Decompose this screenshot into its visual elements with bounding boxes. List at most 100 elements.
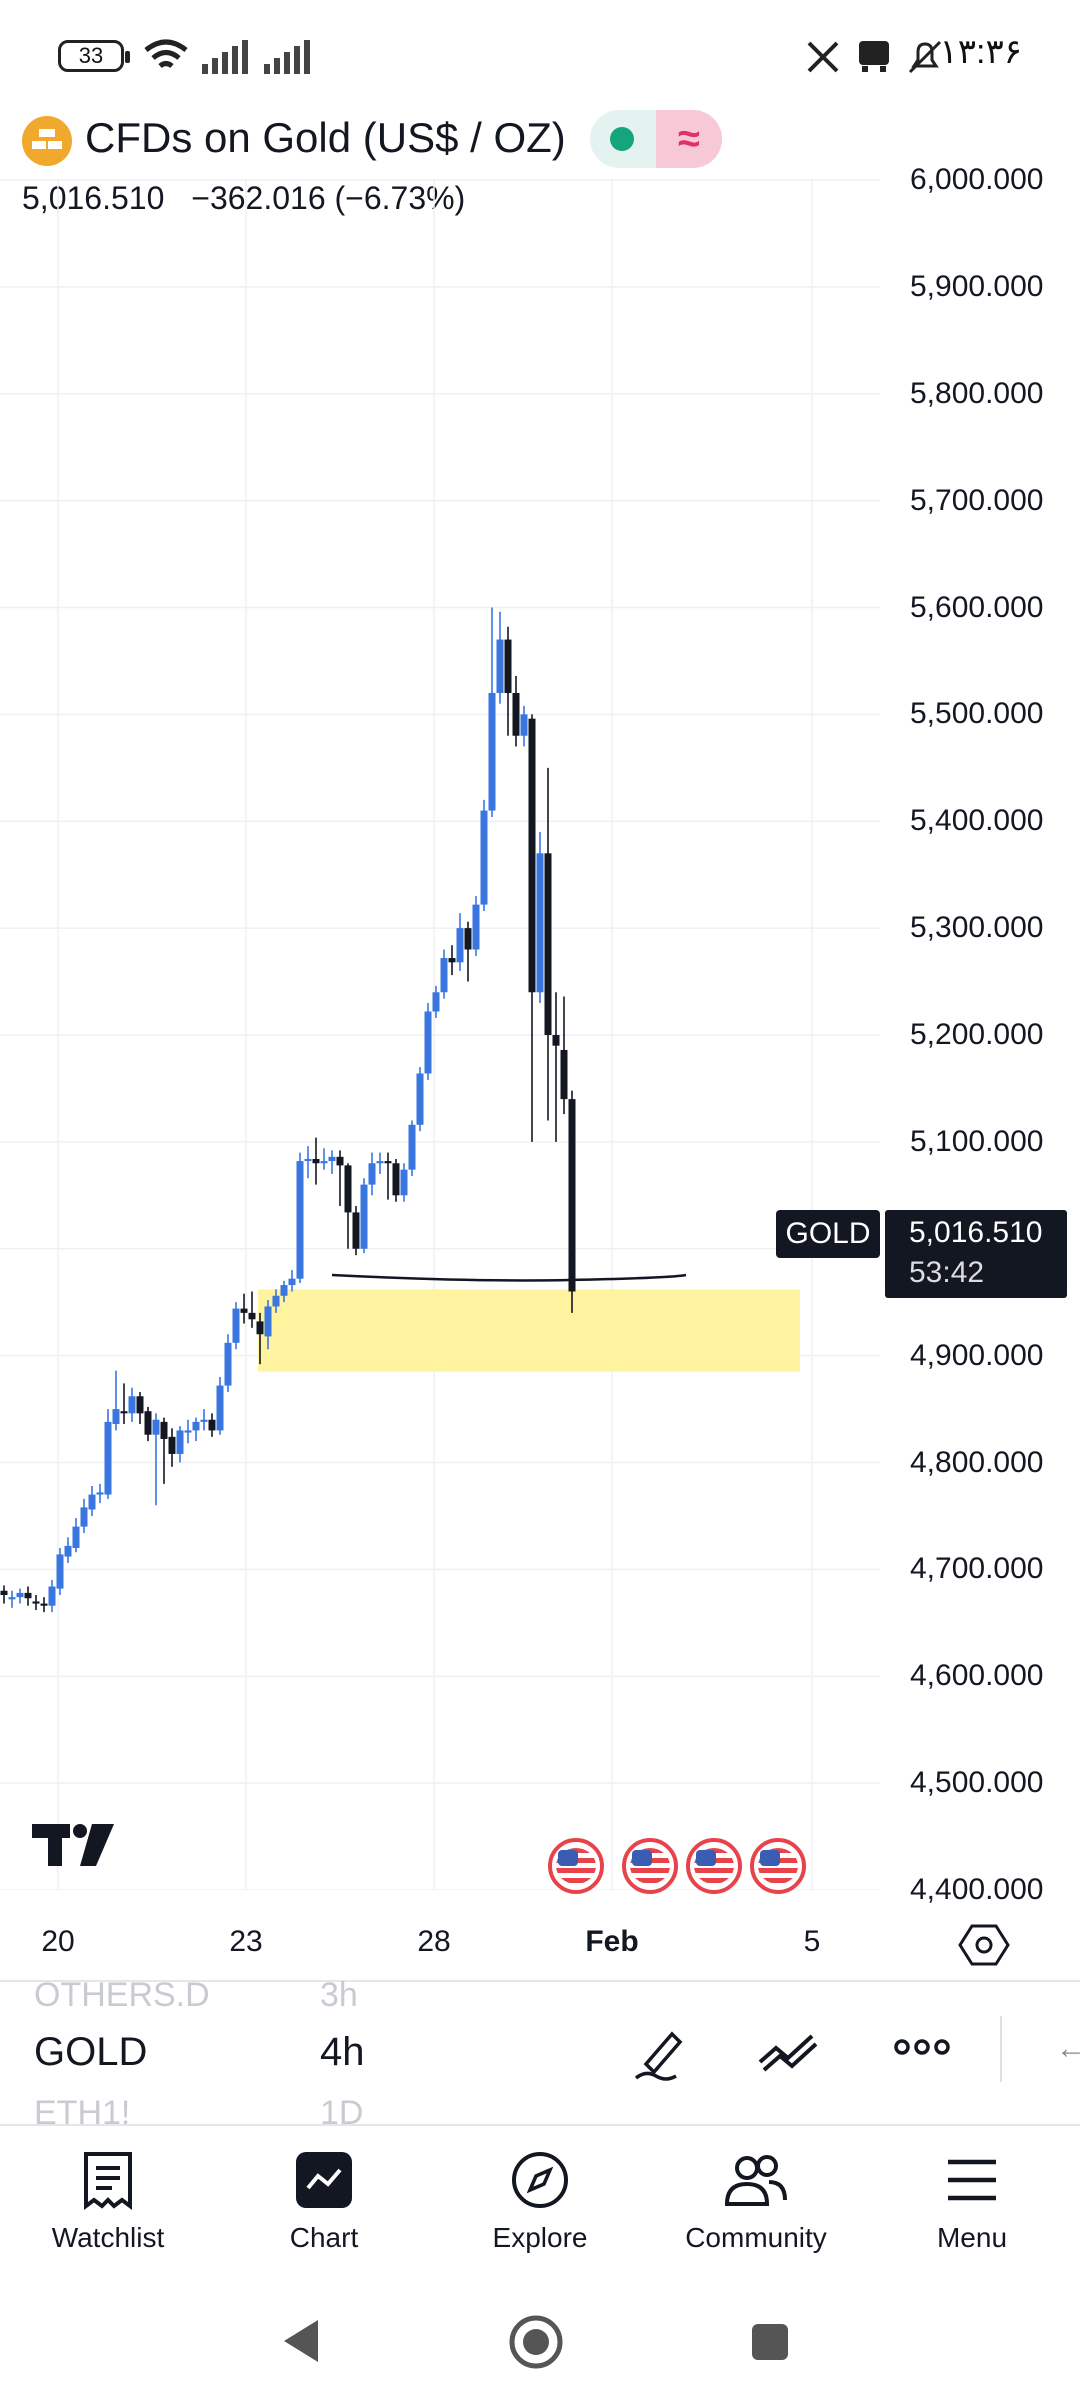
- nav-chart[interactable]: Chart: [224, 2126, 424, 2276]
- candle: [456, 913, 464, 971]
- candle: [352, 1206, 360, 1256]
- current-price: 5,016.510: [22, 180, 165, 216]
- candle-body: [384, 1161, 392, 1164]
- price-axis-label: 4,400.000: [910, 1873, 1044, 1906]
- interval-selector[interactable]: 4h: [320, 2030, 365, 2074]
- us-event-icon[interactable]: [548, 1838, 604, 1894]
- collapse-arrow-icon[interactable]: ←: [1056, 2032, 1080, 2065]
- candle-body: [480, 810, 488, 905]
- candle-body: [288, 1278, 296, 1286]
- last-price: 5,016.510: [909, 1216, 1043, 1249]
- candle-body: [456, 928, 464, 963]
- candle: [40, 1597, 48, 1613]
- us-event-icon[interactable]: [622, 1838, 678, 1894]
- candle: [96, 1483, 104, 1504]
- candle: [440, 949, 448, 999]
- price-chart[interactable]: [0, 0, 880, 1890]
- tradingview-logo-icon: [30, 1820, 120, 1875]
- candle-body: [488, 693, 496, 811]
- candle-body: [48, 1586, 56, 1606]
- nav-label: Menu: [936, 2222, 1008, 2253]
- more-icon[interactable]: [892, 2032, 952, 2067]
- nav-menu[interactable]: Menu: [872, 2126, 1072, 2276]
- candle-body: [32, 1601, 40, 1604]
- candle-body: [64, 1545, 72, 1557]
- us-event-icon[interactable]: [750, 1838, 806, 1894]
- candle-body: [520, 714, 528, 736]
- us-event-icon[interactable]: [686, 1838, 742, 1894]
- candle-body: [344, 1165, 352, 1213]
- candle-body: [512, 693, 520, 736]
- candle: [344, 1163, 352, 1249]
- prev-symbol[interactable]: OTHERS.D: [34, 1976, 210, 2014]
- back-icon[interactable]: [282, 2318, 322, 2364]
- candle-body: [528, 718, 536, 993]
- candle: [360, 1178, 368, 1254]
- candle-body: [320, 1161, 328, 1164]
- candle-body: [544, 853, 552, 1035]
- candle-body: [296, 1161, 304, 1279]
- candle-body: [248, 1312, 256, 1320]
- x-app-icon: [807, 41, 839, 73]
- market-status-pill[interactable]: ≈: [590, 110, 722, 168]
- price-change: −362.016 (−6.73%): [191, 180, 466, 216]
- candle: [272, 1289, 280, 1313]
- candle: [64, 1537, 72, 1563]
- candle-body: [96, 1492, 104, 1495]
- symbol-tag: GOLD: [776, 1210, 880, 1258]
- candle: [432, 985, 440, 1018]
- nav-explore[interactable]: Explore: [440, 2126, 640, 2276]
- status-time: ۱۳:۳۶: [939, 33, 1022, 71]
- compass-icon: [510, 2150, 570, 2215]
- recents-icon[interactable]: [750, 2322, 790, 2362]
- symbol-title[interactable]: CFDs on Gold (US$ / OZ): [85, 114, 566, 161]
- candle: [264, 1300, 272, 1350]
- candle: [216, 1377, 224, 1435]
- candle-body: [432, 992, 440, 1012]
- candle-body: [152, 1419, 160, 1435]
- chart-settings-icon[interactable]: [958, 1922, 1010, 1973]
- candle-body: [16, 1592, 24, 1598]
- candle-body: [112, 1409, 120, 1425]
- candle: [384, 1152, 392, 1200]
- candle-body: [264, 1306, 272, 1337]
- nav-watchlist[interactable]: Watchlist: [8, 2126, 208, 2276]
- candle: [32, 1595, 40, 1610]
- candle-body: [464, 928, 472, 950]
- divider: [0, 2124, 1080, 2126]
- candle: [448, 945, 456, 976]
- candle: [144, 1406, 152, 1442]
- candle: [424, 1002, 432, 1080]
- candle-body: [168, 1436, 176, 1454]
- candle: [192, 1417, 200, 1442]
- candle-body: [232, 1308, 240, 1343]
- candle-body: [256, 1321, 264, 1335]
- price-axis-label: 4,800.000: [910, 1445, 1044, 1479]
- candle: [480, 799, 488, 912]
- candles: [0, 607, 576, 1613]
- candle: [168, 1428, 176, 1467]
- home-icon[interactable]: [508, 2314, 564, 2370]
- price-axis-label: 5,700.000: [910, 483, 1044, 517]
- candle-body: [560, 1049, 568, 1100]
- nav-community[interactable]: Community: [656, 2126, 856, 2276]
- price-line: 5,016.510 −362.016 (−6.73%): [22, 180, 483, 217]
- candle-body: [424, 1011, 432, 1074]
- price-axis-label: 4,900.000: [910, 1338, 1044, 1372]
- candle: [320, 1148, 328, 1170]
- drawing-pen-icon[interactable]: [632, 2022, 692, 2087]
- symbol-selector[interactable]: GOLD: [34, 2030, 148, 2074]
- support-line: [331, 1273, 687, 1282]
- candle-body: [40, 1603, 48, 1606]
- indicators-icon[interactable]: [756, 2022, 822, 2087]
- candle: [24, 1586, 32, 1606]
- price-axis[interactable]: 6,000.000 5,900.000 5,800.000 5,700.000 5,60…: [880, 0, 1080, 1950]
- candle: [176, 1426, 184, 1463]
- symbol-header[interactable]: CFDs on Gold (US$ / OZ) ≈ 5,016.510 −362…: [0, 110, 880, 220]
- battery-icon: 33: [58, 40, 130, 72]
- nav-label: Explore: [492, 2222, 588, 2253]
- candle-body: [24, 1592, 32, 1599]
- time-axis-label: 28: [417, 1925, 451, 1958]
- bell-off-icon: [908, 40, 942, 74]
- prev-interval[interactable]: 3h: [320, 1976, 358, 2014]
